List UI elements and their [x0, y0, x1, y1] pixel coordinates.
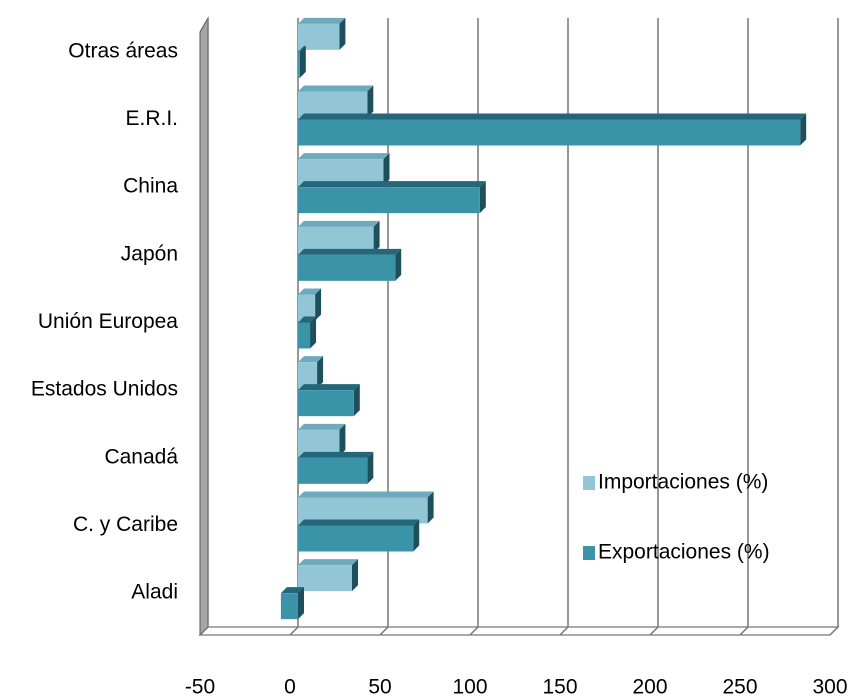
- bar-side: [317, 356, 324, 389]
- bar-side: [298, 587, 304, 620]
- legend-swatch: [583, 546, 595, 560]
- y-tick-label: Estados Unidos: [31, 378, 178, 401]
- bar-side: [413, 519, 420, 552]
- y-tick-label: C. y Caribe: [73, 513, 178, 536]
- x-tick-label: 250: [722, 676, 757, 699]
- bar: [298, 187, 480, 214]
- bar-side: [479, 181, 486, 214]
- y-tick-label: Japón: [121, 242, 178, 265]
- bar: [298, 362, 318, 389]
- bar-side: [800, 113, 807, 146]
- bar-top: [298, 491, 434, 498]
- y-tick-label: Canadá: [104, 445, 178, 468]
- floor: [198, 626, 840, 636]
- legend-swatch: [583, 476, 595, 490]
- bar-top: [298, 220, 380, 227]
- bar-side: [353, 384, 360, 417]
- x-tick-label: -50: [185, 676, 215, 699]
- y-tick-label: Aladi: [131, 581, 178, 604]
- bar-side: [299, 45, 306, 78]
- grid-line: [649, 18, 659, 636]
- bar-side: [367, 85, 374, 118]
- y-tick-label: E.R.I.: [125, 107, 178, 130]
- grid-line: [379, 18, 389, 636]
- grid-line: [559, 18, 569, 636]
- x-tick-label: 100: [452, 676, 487, 699]
- x-tick-label: 300: [812, 676, 847, 699]
- bar-top: [298, 113, 807, 120]
- bar: [298, 23, 340, 50]
- bar-top: [298, 384, 360, 391]
- bar: [298, 322, 311, 349]
- grid-line: [289, 18, 299, 636]
- legend-label: Importaciones (%): [598, 471, 768, 494]
- bar-side: [315, 288, 322, 321]
- bar-top: [298, 248, 402, 255]
- bar-top: [298, 181, 486, 188]
- y-tick-label: Unión Europea: [38, 310, 178, 333]
- bar-top: [298, 288, 322, 295]
- bar: [298, 294, 316, 321]
- bar: [298, 119, 801, 146]
- x-tick-label: 50: [368, 676, 391, 699]
- bar: [298, 390, 354, 417]
- bar: [280, 593, 298, 620]
- bar: [298, 497, 428, 524]
- bar: [298, 226, 374, 253]
- bar: [298, 565, 352, 592]
- bar-top: [298, 153, 390, 160]
- grid-line: [829, 18, 839, 636]
- y-tick-label: China: [123, 175, 178, 198]
- bar-side: [339, 17, 346, 50]
- x-tick-label: 200: [632, 676, 667, 699]
- bar-side: [383, 153, 390, 186]
- grid-line: [739, 18, 749, 636]
- bar-top: [298, 45, 306, 52]
- x-tick-label: 150: [542, 676, 577, 699]
- bar-top: [298, 519, 420, 526]
- bar: [298, 254, 396, 281]
- bar-top: [298, 85, 374, 92]
- bar-top: [298, 559, 358, 566]
- bar-top: [298, 356, 324, 363]
- legend-label: Exportaciones (%): [598, 541, 770, 564]
- grid-line: [199, 18, 209, 636]
- bar: [298, 429, 340, 456]
- bar: [298, 457, 368, 484]
- bar-side: [367, 451, 374, 484]
- bar-side: [339, 423, 346, 456]
- bar-side: [395, 248, 402, 281]
- grid-line: [469, 18, 479, 636]
- bar-side: [352, 559, 358, 592]
- bar: [298, 159, 384, 186]
- bar-top: [298, 451, 374, 458]
- bar: [298, 91, 368, 118]
- x-tick-label: 0: [284, 676, 296, 699]
- y-tick-label: Otras áreas: [68, 39, 178, 62]
- bar-side: [310, 316, 317, 349]
- bar-side: [427, 491, 434, 524]
- bar-top: [280, 587, 304, 594]
- bar-top: [298, 423, 346, 430]
- side-wall: [199, 16, 209, 637]
- bar: [298, 525, 414, 552]
- bar: [298, 51, 300, 78]
- bar-top: [298, 17, 346, 24]
- bar-side: [373, 220, 380, 253]
- bar-top: [298, 316, 317, 323]
